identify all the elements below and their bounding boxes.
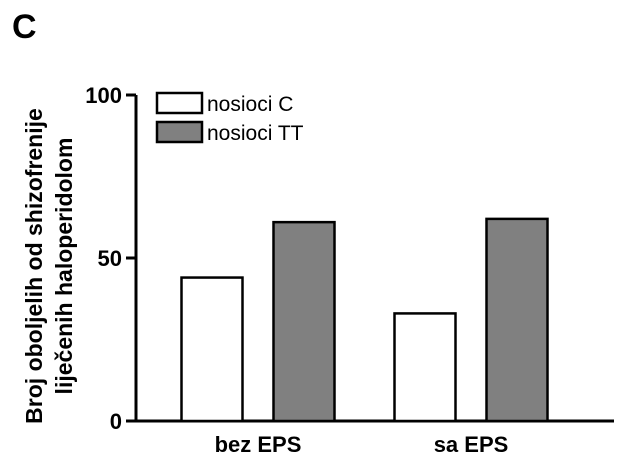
x-tick-label: bez EPS — [215, 432, 302, 457]
bar — [180, 276, 244, 423]
y-tick-label: 0 — [110, 409, 122, 434]
bar — [485, 217, 549, 423]
x-tick-label: sa EPS — [434, 432, 509, 457]
y-axis-label: Broj oboljelih od shizofrenije — [21, 108, 47, 424]
bar — [393, 312, 457, 423]
panel-label: C — [12, 8, 37, 46]
bar — [272, 220, 336, 423]
legend-swatch — [155, 120, 204, 144]
legend-label: nosioci TT — [207, 122, 304, 145]
y-axis-label: liječenih haloperidolom — [51, 138, 77, 395]
legend-swatch — [155, 91, 204, 115]
y-tick-label: 50 — [98, 246, 122, 271]
legend-label: nosioci C — [207, 93, 293, 116]
y-tick-label: 100 — [85, 83, 122, 108]
